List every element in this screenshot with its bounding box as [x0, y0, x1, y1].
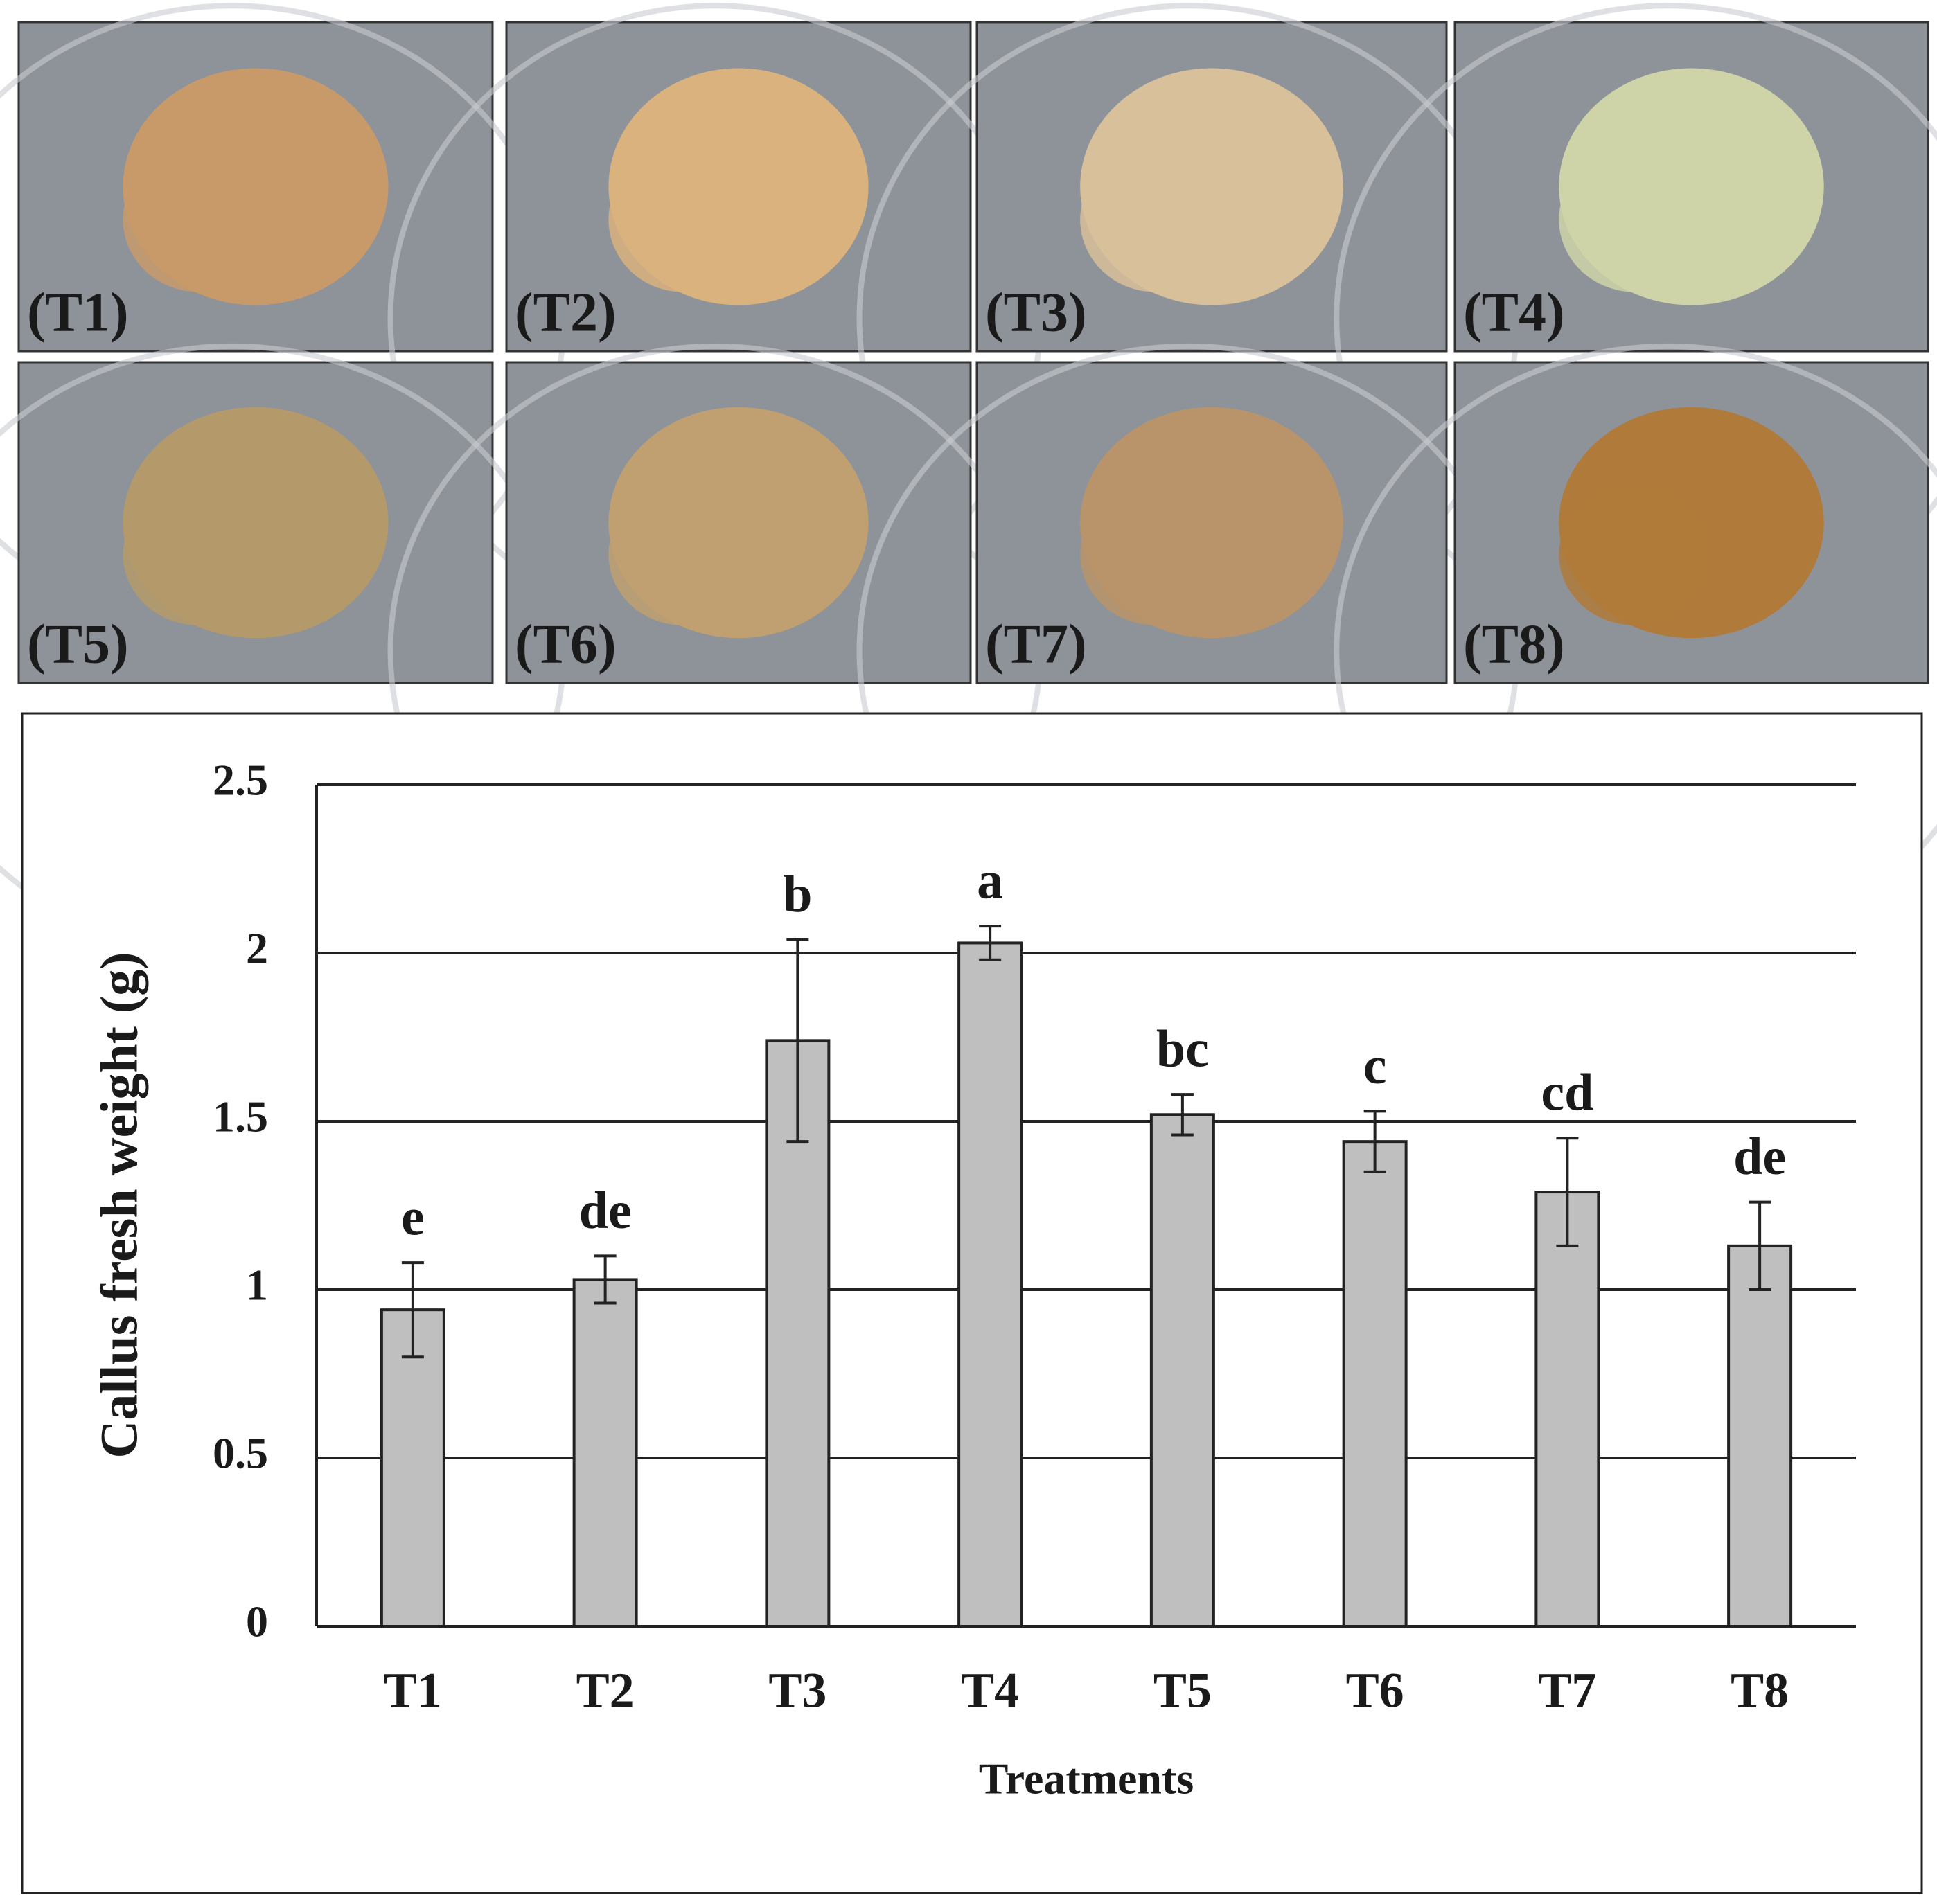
x-tick-label: T3	[768, 1663, 826, 1718]
callus	[123, 483, 275, 625]
y-tick-label: 1	[246, 1261, 268, 1310]
significance-letter: a	[977, 852, 1003, 910]
y-tick-label: 0	[246, 1597, 268, 1646]
callus	[123, 147, 275, 292]
y-axis-title: Callus fresh weight (g)	[90, 952, 148, 1458]
photo-label: (T1)	[27, 282, 129, 343]
photo-label: (T2)	[515, 282, 617, 343]
significance-letter: cd	[1541, 1064, 1593, 1122]
x-tick-label: T5	[1153, 1663, 1212, 1718]
photo-label: (T4)	[1463, 282, 1565, 343]
callus	[1559, 147, 1710, 292]
chart: Treatments Callus fresh weight (g) 0 0.5 1…	[90, 756, 1856, 1804]
significance-letter: c	[1363, 1037, 1387, 1095]
y-tick-label: 2	[246, 924, 268, 973]
significance-letter: e	[401, 1189, 425, 1247]
significance-letter: bc	[1156, 1020, 1209, 1078]
x-tick-label: T1	[384, 1663, 442, 1718]
bar	[1534, 1191, 1600, 1628]
callus	[1559, 483, 1710, 625]
x-tick-label: T6	[1346, 1663, 1404, 1718]
bar	[957, 941, 1023, 1628]
y-tick-label: 0.5	[213, 1429, 268, 1478]
x-tick-label: T7	[1538, 1663, 1596, 1718]
photo-label: (T6)	[515, 614, 617, 675]
significance-letter: de	[1733, 1128, 1786, 1186]
callus	[1080, 147, 1231, 292]
y-tick-label: 2.5	[213, 756, 268, 805]
x-tick-label: T8	[1731, 1663, 1789, 1718]
bar	[1727, 1244, 1793, 1628]
photo-label: (T5)	[27, 614, 129, 675]
photo-label: (T3)	[985, 282, 1087, 343]
callus	[608, 483, 757, 625]
x-axis-title: Treatments	[979, 1754, 1194, 1804]
significance-letter: b	[783, 865, 812, 923]
bar	[572, 1278, 638, 1628]
y-tick-label: 1.5	[213, 1092, 268, 1141]
photo-grid: (T1) (T2) (T3) (T4) (T5) (T6) (T7) (T8)	[0, 3, 1937, 959]
x-tick-label: T4	[961, 1663, 1019, 1718]
photo-label: (T8)	[1463, 614, 1565, 675]
bar	[1149, 1113, 1215, 1628]
significance-letter: de	[579, 1182, 632, 1240]
callus	[1080, 483, 1231, 625]
x-tick-label: T2	[576, 1663, 635, 1718]
bar	[1342, 1140, 1408, 1628]
callus	[608, 147, 757, 292]
bar	[380, 1308, 445, 1628]
photo-label: (T7)	[985, 614, 1087, 675]
